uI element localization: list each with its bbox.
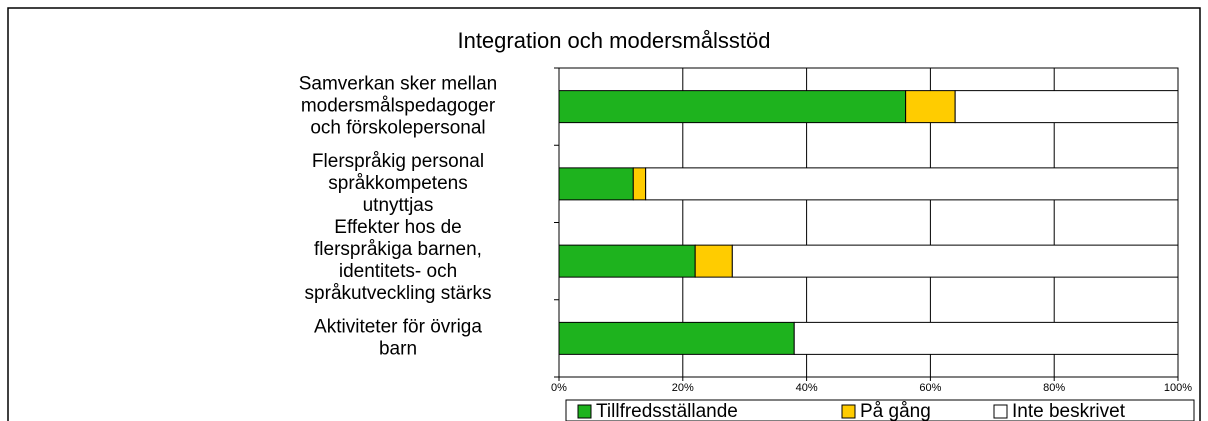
- x-tick-label: 100%: [1164, 382, 1192, 394]
- bar: [558, 321, 795, 355]
- legend-label: Tillfredsställande: [596, 401, 738, 421]
- frame: [7, 7, 1201, 421]
- bar: [632, 167, 647, 201]
- bar: [558, 244, 696, 278]
- bar: [558, 167, 634, 201]
- plot-border: [558, 67, 1179, 378]
- y-tick-label: utnyttjas: [363, 195, 434, 216]
- x-tick-label: 80%: [1043, 382, 1065, 394]
- y-tick-label: identitets- och: [339, 261, 457, 282]
- chart-title: Integration och modersmålsstöd: [457, 28, 770, 53]
- x-tick-label: 60%: [919, 382, 941, 394]
- bar: [694, 244, 733, 278]
- y-tick-label: Flerspråkig personal: [312, 151, 484, 172]
- legend-swatch: [993, 404, 1008, 419]
- x-tick-label: 20%: [672, 382, 694, 394]
- legend-label: Inte beskrivet: [1012, 401, 1126, 421]
- y-tick-label: Samverkan sker mellan: [299, 74, 498, 95]
- y-tick-label: Aktiviteter för övriga: [314, 316, 482, 337]
- x-tick-label: 0%: [551, 382, 567, 394]
- y-tick-label: modersmålspedagoger: [301, 96, 496, 117]
- bar: [731, 244, 1179, 278]
- legend-label: På gång: [860, 401, 931, 421]
- y-tick-label: och förskolepersonal: [310, 118, 485, 139]
- legend-swatch: [841, 404, 856, 419]
- bar: [645, 167, 1179, 201]
- bar: [905, 90, 956, 124]
- legend-box: [565, 399, 1195, 421]
- x-tick-label: 40%: [796, 382, 818, 394]
- bar: [954, 90, 1179, 124]
- y-tick-label: Effekter hos de: [334, 217, 461, 238]
- y-tick-label: flerspråkiga barnen,: [314, 239, 482, 260]
- y-tick-label: språkutveckling stärks: [305, 283, 492, 304]
- legend-swatch: [577, 404, 592, 419]
- bar: [793, 321, 1179, 355]
- y-tick-label: barn: [379, 338, 417, 359]
- bar: [558, 90, 907, 124]
- y-tick-label: språkkompetens: [328, 173, 467, 194]
